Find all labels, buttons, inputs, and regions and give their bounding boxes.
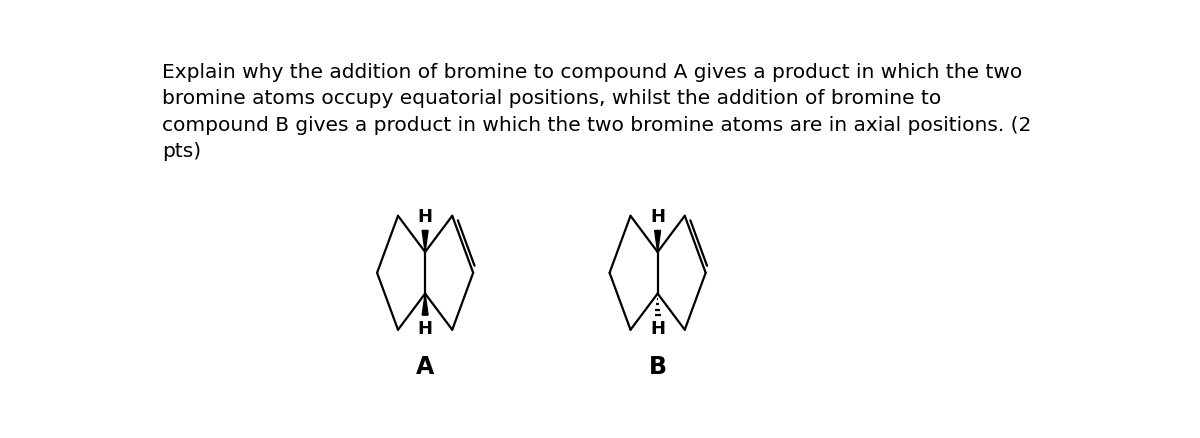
- Text: B: B: [649, 355, 667, 379]
- Text: H: H: [650, 208, 665, 226]
- Text: A: A: [416, 355, 434, 379]
- Text: H: H: [418, 320, 433, 338]
- Text: Explain why the addition of bromine to compound A gives a product in which the t: Explain why the addition of bromine to c…: [162, 63, 1031, 161]
- Polygon shape: [422, 293, 428, 315]
- Text: H: H: [418, 208, 433, 226]
- Polygon shape: [655, 230, 660, 252]
- Text: H: H: [650, 320, 665, 338]
- Polygon shape: [422, 230, 428, 252]
